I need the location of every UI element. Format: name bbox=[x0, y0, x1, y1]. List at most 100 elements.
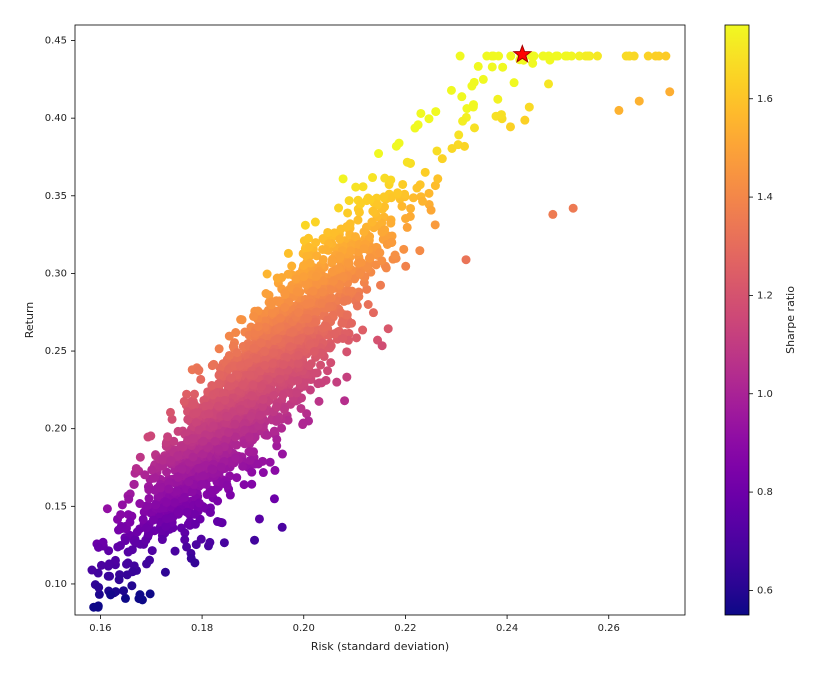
scatter-point bbox=[172, 486, 181, 495]
scatter-point bbox=[245, 371, 254, 380]
scatter-point bbox=[217, 463, 226, 472]
scatter-point bbox=[309, 287, 318, 296]
scatter-point bbox=[630, 52, 639, 61]
scatter-point bbox=[545, 56, 554, 65]
scatter-point bbox=[188, 400, 197, 409]
scatter-point bbox=[296, 404, 305, 413]
scatter-point bbox=[279, 360, 288, 369]
colorbar-tick-label: 1.2 bbox=[757, 290, 773, 301]
scatter-point bbox=[351, 232, 360, 241]
scatter-point bbox=[171, 547, 180, 556]
scatter-point bbox=[244, 447, 253, 456]
scatter-point bbox=[142, 559, 151, 568]
scatter-point bbox=[227, 374, 236, 383]
scatter-point bbox=[299, 419, 308, 428]
scatter-point bbox=[321, 322, 330, 331]
scatter-point bbox=[147, 465, 156, 474]
scatter-point bbox=[356, 199, 365, 208]
scatter-point bbox=[544, 79, 553, 88]
scatter-point bbox=[87, 566, 96, 575]
scatter-point bbox=[214, 445, 223, 454]
scatter-point bbox=[411, 124, 420, 133]
scatter-point bbox=[525, 103, 534, 112]
scatter-point bbox=[311, 218, 320, 227]
scatter-point bbox=[364, 300, 373, 309]
scatter-point bbox=[470, 78, 479, 87]
scatter-point bbox=[135, 499, 144, 508]
scatter-point bbox=[343, 208, 352, 217]
scatter-point bbox=[206, 508, 215, 517]
scatter-point bbox=[287, 262, 296, 271]
scatter-point bbox=[196, 375, 205, 384]
scatter-point bbox=[272, 435, 281, 444]
scatter-point bbox=[311, 318, 320, 327]
scatter-point bbox=[401, 262, 410, 271]
x-tick-label: 0.22 bbox=[394, 623, 416, 634]
scatter-point bbox=[294, 351, 303, 360]
scatter-point bbox=[427, 206, 436, 215]
scatter-point bbox=[377, 228, 386, 237]
scatter-point bbox=[398, 180, 407, 189]
scatter-point bbox=[248, 392, 257, 401]
scatter-point bbox=[293, 376, 302, 385]
scatter-point bbox=[375, 248, 384, 257]
scatter-point bbox=[330, 330, 339, 339]
y-tick-label: 0.35 bbox=[45, 191, 67, 202]
scatter-point bbox=[226, 491, 235, 500]
scatter-point bbox=[260, 347, 269, 356]
scatter-point bbox=[421, 168, 430, 177]
scatter-point bbox=[269, 391, 278, 400]
scatter-point bbox=[479, 75, 488, 84]
scatter-point bbox=[457, 92, 466, 101]
scatter-point bbox=[209, 421, 218, 430]
scatter-point bbox=[412, 184, 421, 193]
scatter-point bbox=[318, 288, 327, 297]
scatter-point bbox=[189, 453, 198, 462]
colorbar-tick-label: 1.0 bbox=[757, 389, 773, 400]
scatter-point bbox=[244, 358, 253, 367]
scatter-point bbox=[278, 523, 287, 532]
scatter-point bbox=[424, 114, 433, 123]
scatter-point bbox=[238, 381, 247, 390]
scatter-point bbox=[255, 514, 264, 523]
scatter-point bbox=[132, 464, 141, 473]
scatter-point bbox=[326, 358, 335, 367]
scatter-point bbox=[303, 314, 312, 323]
scatter-point bbox=[332, 378, 341, 387]
scatter-point bbox=[255, 411, 264, 420]
scatter-point bbox=[355, 269, 364, 278]
scatter-point bbox=[458, 117, 467, 126]
scatter-point bbox=[379, 192, 388, 201]
scatter-point bbox=[359, 227, 368, 236]
scatter-point bbox=[311, 369, 320, 378]
scatter-point bbox=[89, 603, 98, 612]
scatter-point bbox=[249, 344, 258, 353]
scatter-point bbox=[276, 314, 285, 323]
scatter-point bbox=[366, 253, 375, 262]
scatter-point bbox=[563, 52, 572, 61]
scatter-point bbox=[223, 412, 232, 421]
scatter-point bbox=[121, 594, 130, 603]
scatter-point bbox=[209, 360, 218, 369]
scatter-point bbox=[425, 189, 434, 198]
scatter-point bbox=[342, 347, 351, 356]
scatter-point bbox=[386, 175, 395, 184]
scatter-point bbox=[142, 524, 151, 533]
scatter-point bbox=[448, 144, 457, 153]
scatter-point bbox=[469, 103, 478, 112]
scatter-point bbox=[456, 52, 465, 61]
scatter-point bbox=[384, 324, 393, 333]
scatter-point bbox=[328, 256, 337, 265]
scatter-point bbox=[281, 290, 290, 299]
scatter-point bbox=[312, 272, 321, 281]
y-tick-label: 0.20 bbox=[45, 424, 67, 435]
scatter-point bbox=[224, 428, 233, 437]
scatter-point bbox=[124, 495, 133, 504]
scatter-point bbox=[106, 590, 115, 599]
scatter-point bbox=[548, 210, 557, 219]
scatter-point bbox=[403, 223, 412, 232]
scatter-point bbox=[194, 464, 203, 473]
scatter-point bbox=[360, 244, 369, 253]
scatter-point bbox=[293, 287, 302, 296]
scatter-point bbox=[215, 371, 224, 380]
